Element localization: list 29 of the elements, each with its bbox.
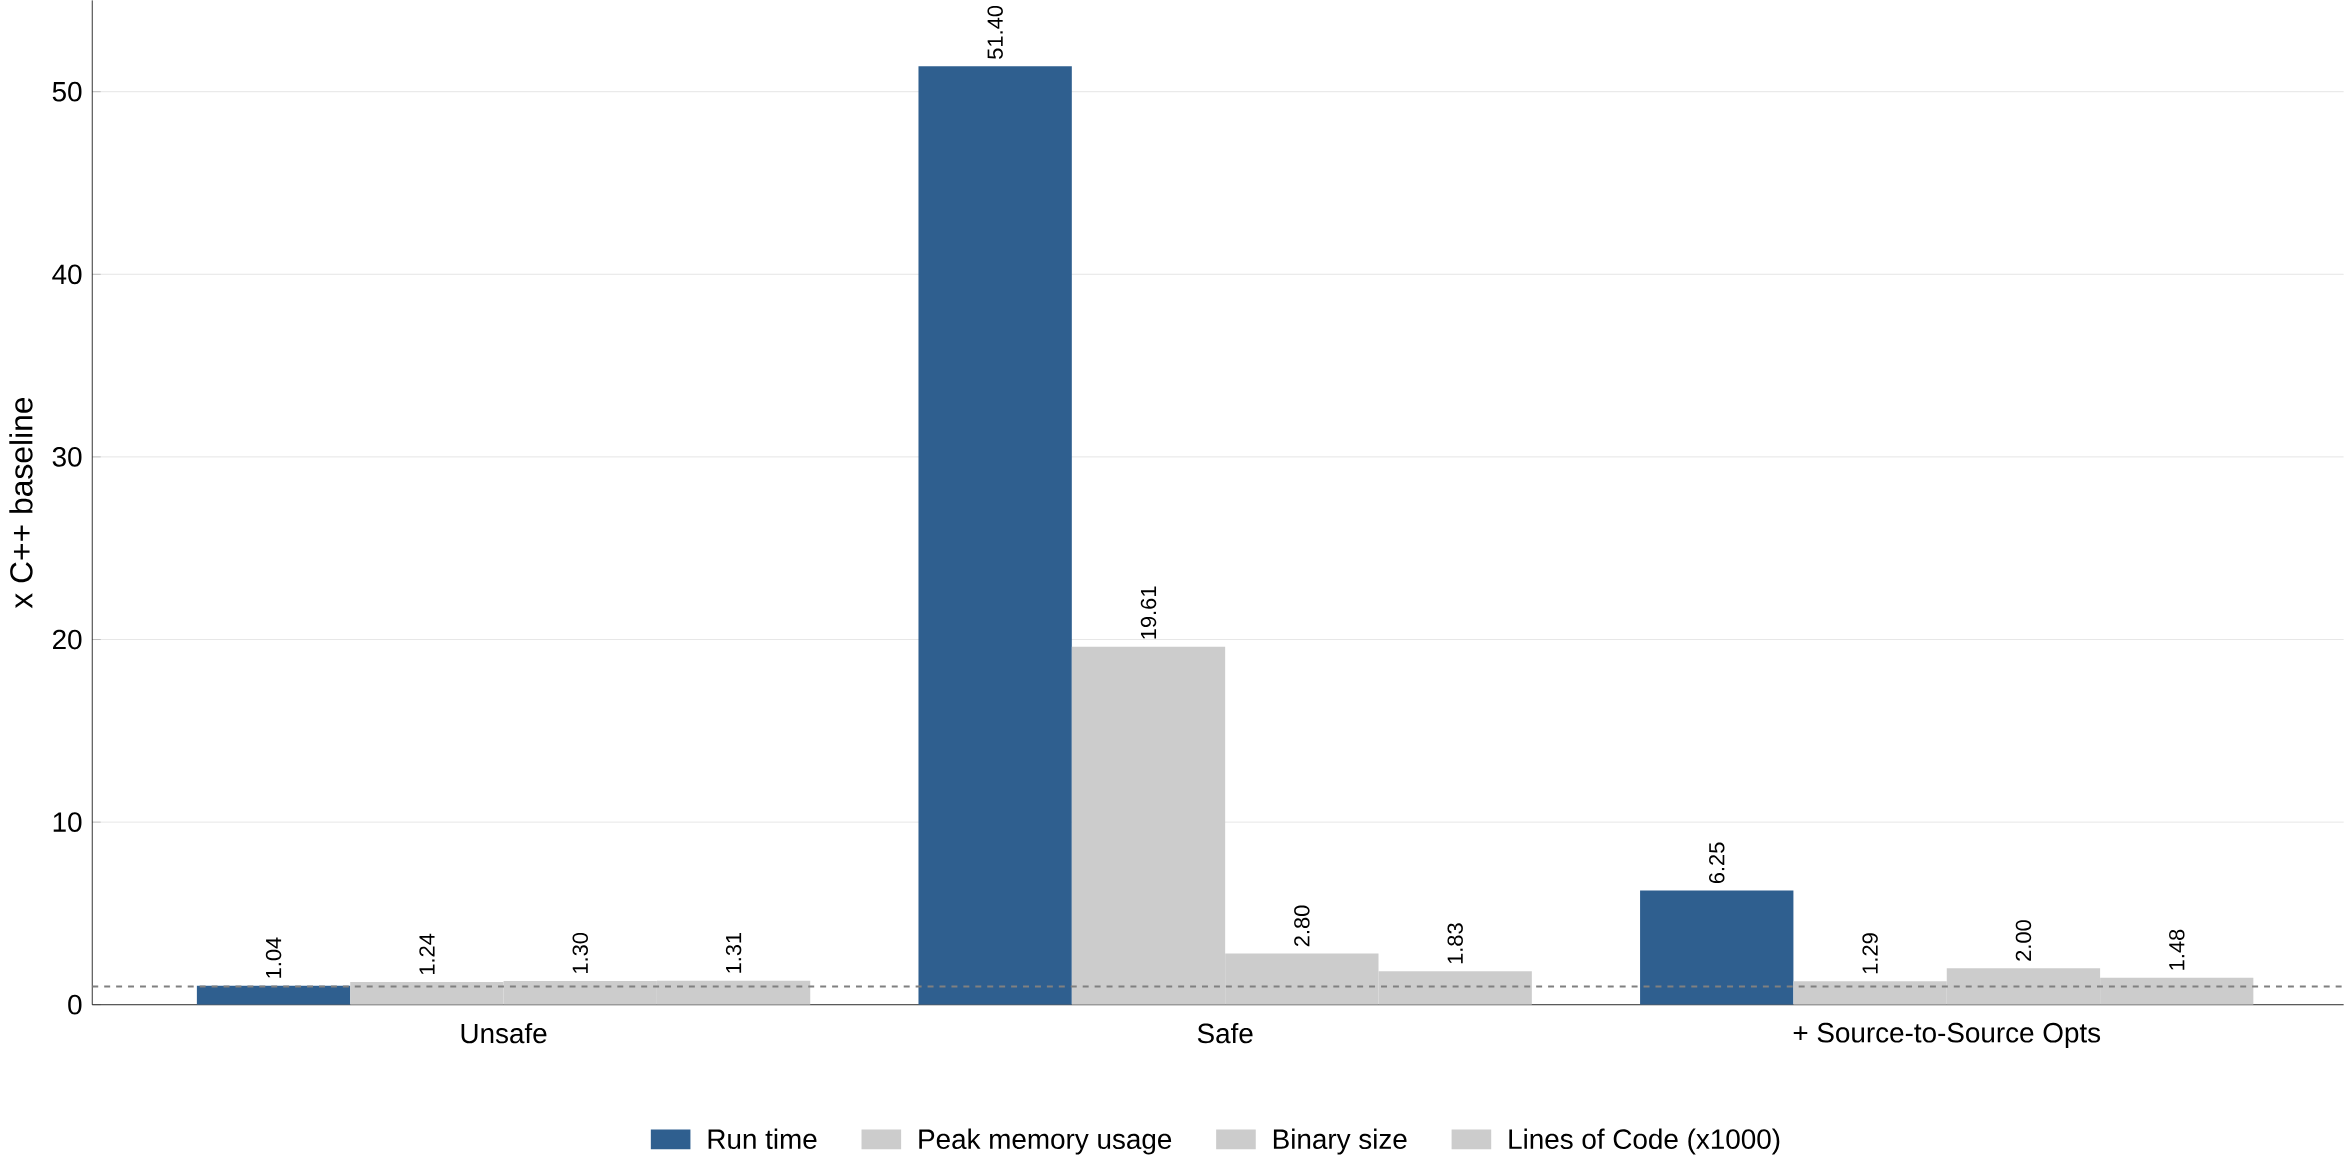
legend-label: Run time xyxy=(708,1128,817,1150)
legend-label: Lines of Code (x1000) xyxy=(1509,1128,1780,1155)
data-label: 2.80 xyxy=(1294,905,1310,947)
data-label: 19.61 xyxy=(1140,586,1157,639)
y-tick-label: 0 xyxy=(68,994,82,1015)
y-tick-label: 20 xyxy=(53,629,82,650)
y-axis-title: x C++ baseline xyxy=(9,397,33,609)
data-label: 1.04 xyxy=(265,937,282,978)
y-tick-label: 10 xyxy=(53,812,82,833)
data-label: 1.29 xyxy=(1862,933,1878,974)
bar xyxy=(918,66,1072,1005)
data-label: 1.30 xyxy=(572,932,588,974)
bar xyxy=(196,985,351,1005)
x-tick-label: Unsafe xyxy=(461,1022,547,1044)
data-label: 1.31 xyxy=(725,932,742,973)
y-tick-label: 50 xyxy=(52,81,82,102)
legend-label: Peak memory usage xyxy=(919,1128,1172,1155)
y-tick-label: 40 xyxy=(52,264,82,285)
legend-label: Binary size xyxy=(1273,1128,1407,1155)
bar xyxy=(1640,890,1794,1005)
x-tick-label: + Source-to-Source Opts xyxy=(1793,1022,2101,1049)
data-label: 6.25 xyxy=(1709,842,1725,884)
data-label: 2.00 xyxy=(2015,920,2032,961)
data-label: 1.24 xyxy=(419,933,435,975)
data-label: 1.48 xyxy=(2169,929,2185,970)
y-tick-label: 30 xyxy=(52,447,82,467)
data-label: 1.83 xyxy=(1447,923,1463,964)
data-label: 51.40 xyxy=(987,5,1003,59)
x-tick-label: Safe xyxy=(1197,1022,1253,1044)
